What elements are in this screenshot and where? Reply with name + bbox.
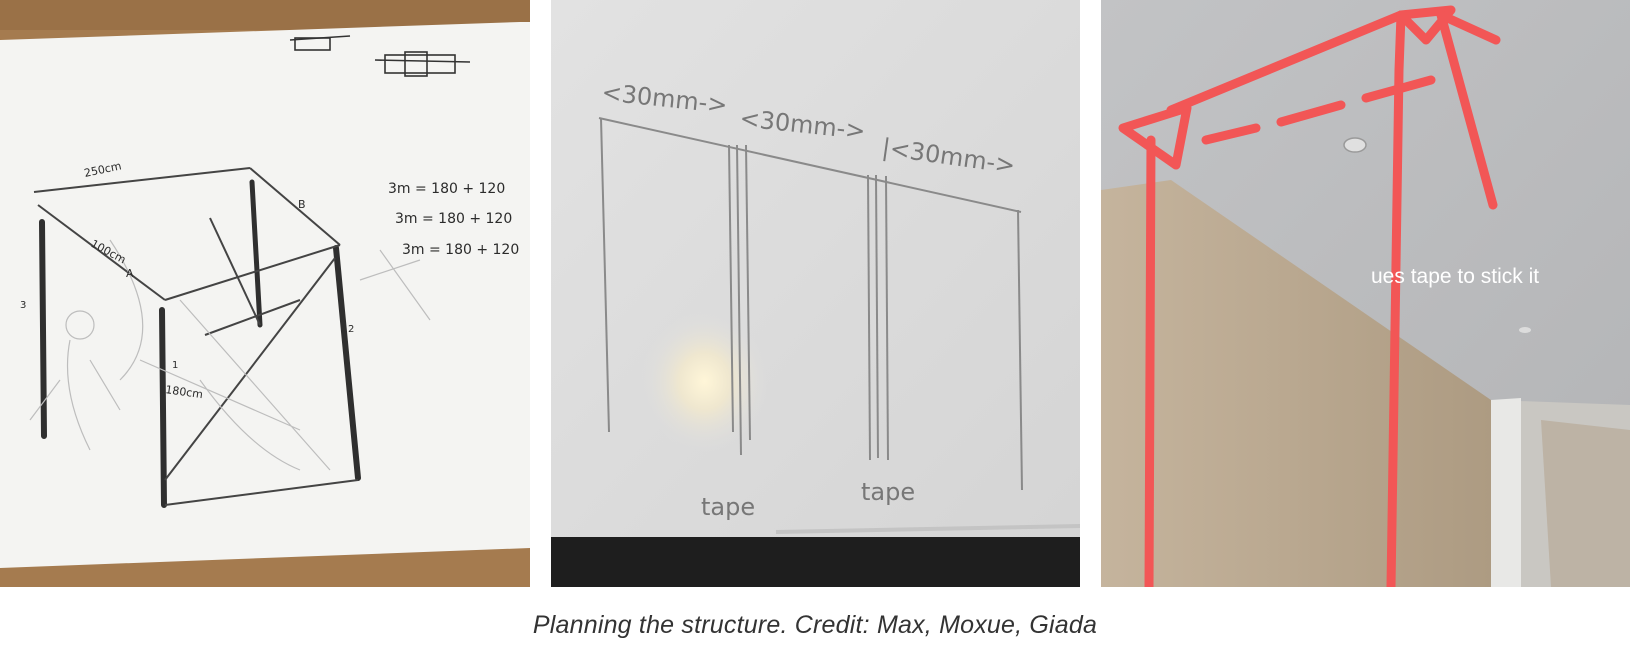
ceiling-photo-annotated: ues tape to stick it bbox=[1101, 0, 1630, 587]
post-number-1: 1 bbox=[172, 360, 178, 371]
red-annotation-strokes bbox=[1118, 5, 1501, 587]
note-line-1: 3m = 180 + 120 bbox=[388, 181, 505, 197]
post-number-2: 2 bbox=[348, 324, 354, 335]
ceiling-annotation-drawing: ues tape to stick it bbox=[1101, 0, 1630, 587]
note-line-2: 3m = 180 + 120 bbox=[395, 211, 512, 227]
annotation-text: ues tape to stick it bbox=[1371, 265, 1539, 288]
sketch-photo-structure: 250cm 100cm 180cm A B 1 2 3 3m = 180 + 1… bbox=[0, 0, 530, 587]
marker-a: A bbox=[126, 267, 134, 280]
label-post-height: 180cm bbox=[165, 383, 204, 401]
tape-label-right: tape bbox=[861, 478, 915, 506]
screen-sketch-photo-tape: <30mm-> <30mm-> |<30mm-> tape tape bbox=[551, 0, 1080, 587]
tape-dimension-drawing: <30mm-> <30mm-> |<30mm-> tape tape bbox=[551, 0, 1080, 587]
tape-label-left: tape bbox=[701, 493, 755, 521]
note-line-3: 3m = 180 + 120 bbox=[402, 242, 519, 258]
sketch-structure-drawing: 250cm 100cm 180cm A B 1 2 3 3m = 180 + 1… bbox=[0, 0, 530, 587]
marker-b: B bbox=[298, 198, 306, 211]
post-number-3: 3 bbox=[20, 300, 26, 311]
figure-caption: Planning the structure. Credit: Max, Mox… bbox=[532, 611, 1098, 639]
